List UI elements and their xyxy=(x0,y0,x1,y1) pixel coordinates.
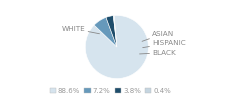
Wedge shape xyxy=(94,17,117,47)
Text: BLACK: BLACK xyxy=(139,50,176,56)
Wedge shape xyxy=(106,16,117,47)
Text: HISPANIC: HISPANIC xyxy=(143,40,186,48)
Text: WHITE: WHITE xyxy=(62,26,100,34)
Wedge shape xyxy=(85,16,148,78)
Legend: 88.6%, 7.2%, 3.8%, 0.4%: 88.6%, 7.2%, 3.8%, 0.4% xyxy=(47,85,174,96)
Wedge shape xyxy=(113,16,117,47)
Text: ASIAN: ASIAN xyxy=(142,31,174,41)
